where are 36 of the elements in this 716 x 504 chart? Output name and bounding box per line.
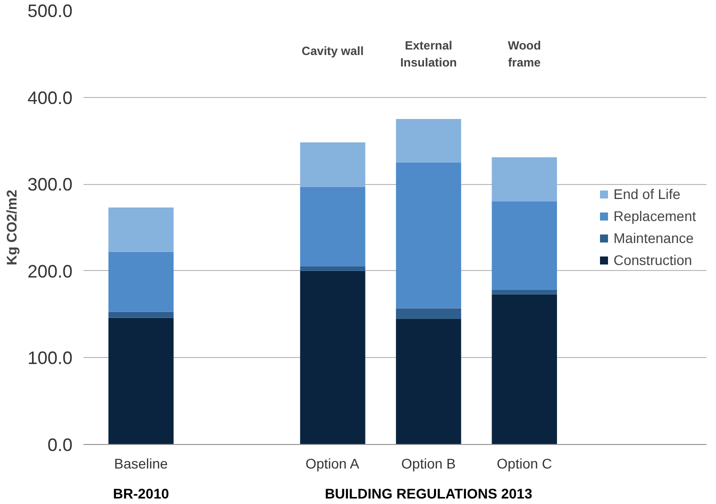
- bar: [492, 294, 557, 444]
- bar: [300, 266, 366, 271]
- legend-label: Replacement: [614, 208, 696, 224]
- bar: [300, 186, 366, 267]
- y-axis-title: Kg CO2/m2: [3, 190, 20, 266]
- bar: [396, 308, 462, 319]
- bar: [396, 119, 462, 162]
- y-tick-label: 100.0: [27, 348, 73, 368]
- text: BR-2010: [112, 486, 170, 502]
- x-tick-label: Option A: [305, 456, 360, 472]
- bar: [396, 318, 462, 444]
- x-tick-label: Option C: [496, 456, 552, 472]
- y-tick-label: 300.0: [27, 174, 73, 195]
- bar: [396, 162, 462, 308]
- annotation: Cavity wall: [302, 44, 364, 58]
- y-tick-label: 500.0: [27, 1, 73, 21]
- bar: [492, 290, 557, 294]
- bar: [108, 208, 174, 252]
- bar: [108, 312, 174, 318]
- text: BUILDING REGULATIONS 2013: [324, 486, 532, 502]
- x-tick-label: Option B: [401, 456, 456, 472]
- bar: [300, 142, 366, 187]
- bar: [108, 318, 174, 444]
- annotation: External Insulation: [400, 38, 457, 70]
- y-tick-label: 200.0: [27, 261, 73, 282]
- annotation: Wood frame: [508, 38, 542, 70]
- y-tick-label: 0.0: [47, 435, 73, 455]
- bar: [300, 270, 366, 444]
- bar: [492, 201, 557, 290]
- legend-label: End of Life: [614, 186, 680, 202]
- legend-label: Construction: [614, 252, 692, 268]
- legend-label: Maintenance: [614, 230, 694, 246]
- bar: [492, 157, 557, 202]
- x-tick-label: Baseline: [114, 456, 168, 472]
- bar: [108, 252, 174, 312]
- y-tick-label: 400.0: [27, 88, 73, 108]
